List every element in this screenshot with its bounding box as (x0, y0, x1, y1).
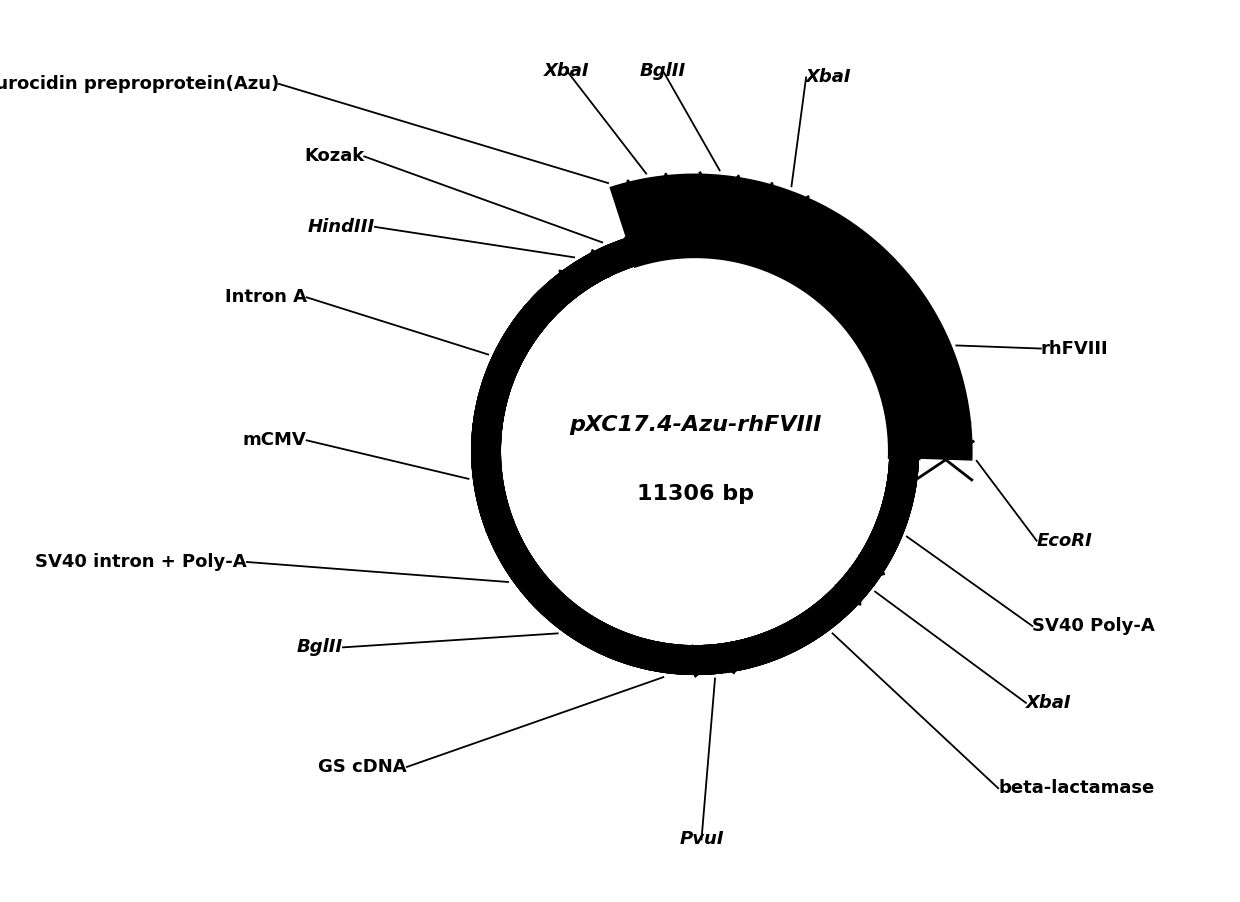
Text: GS cDNA: GS cDNA (319, 758, 407, 776)
Text: pXC17.4-Azu-rhFVIII: pXC17.4-Azu-rhFVIII (569, 416, 821, 436)
Text: XbaI: XbaI (806, 69, 852, 87)
Text: SV40 intron + Poly-A: SV40 intron + Poly-A (35, 553, 247, 571)
Text: BglII: BglII (640, 62, 686, 80)
Polygon shape (472, 424, 502, 447)
Text: EcoRI: EcoRI (1037, 531, 1092, 549)
Text: 11306 bp: 11306 bp (636, 483, 754, 503)
Text: Kozak: Kozak (304, 147, 365, 165)
Text: BglII: BglII (296, 639, 343, 657)
Polygon shape (471, 227, 919, 675)
Polygon shape (471, 227, 919, 675)
Polygon shape (518, 313, 542, 340)
Polygon shape (471, 227, 919, 675)
Text: XbaI: XbaI (544, 62, 590, 80)
Text: PvuI: PvuI (680, 831, 724, 849)
Polygon shape (528, 581, 556, 606)
Text: SV40 Poly-A: SV40 Poly-A (1033, 617, 1156, 635)
Polygon shape (609, 173, 972, 461)
Polygon shape (471, 227, 919, 675)
Polygon shape (848, 568, 874, 594)
Text: HindIII: HindIII (308, 218, 374, 236)
Polygon shape (918, 422, 971, 460)
Polygon shape (486, 520, 513, 546)
Text: mCMV: mCMV (243, 431, 306, 449)
Polygon shape (702, 643, 727, 673)
Text: Intron A: Intron A (224, 289, 306, 307)
Text: beta-lactamase: beta-lactamase (998, 779, 1154, 797)
Text: Azurocidin preproprotein(Azu): Azurocidin preproprotein(Azu) (0, 75, 279, 93)
Polygon shape (471, 227, 919, 675)
Text: rhFVIII: rhFVIII (1040, 339, 1109, 357)
Polygon shape (471, 227, 919, 675)
Text: XbaI: XbaI (1025, 694, 1071, 712)
